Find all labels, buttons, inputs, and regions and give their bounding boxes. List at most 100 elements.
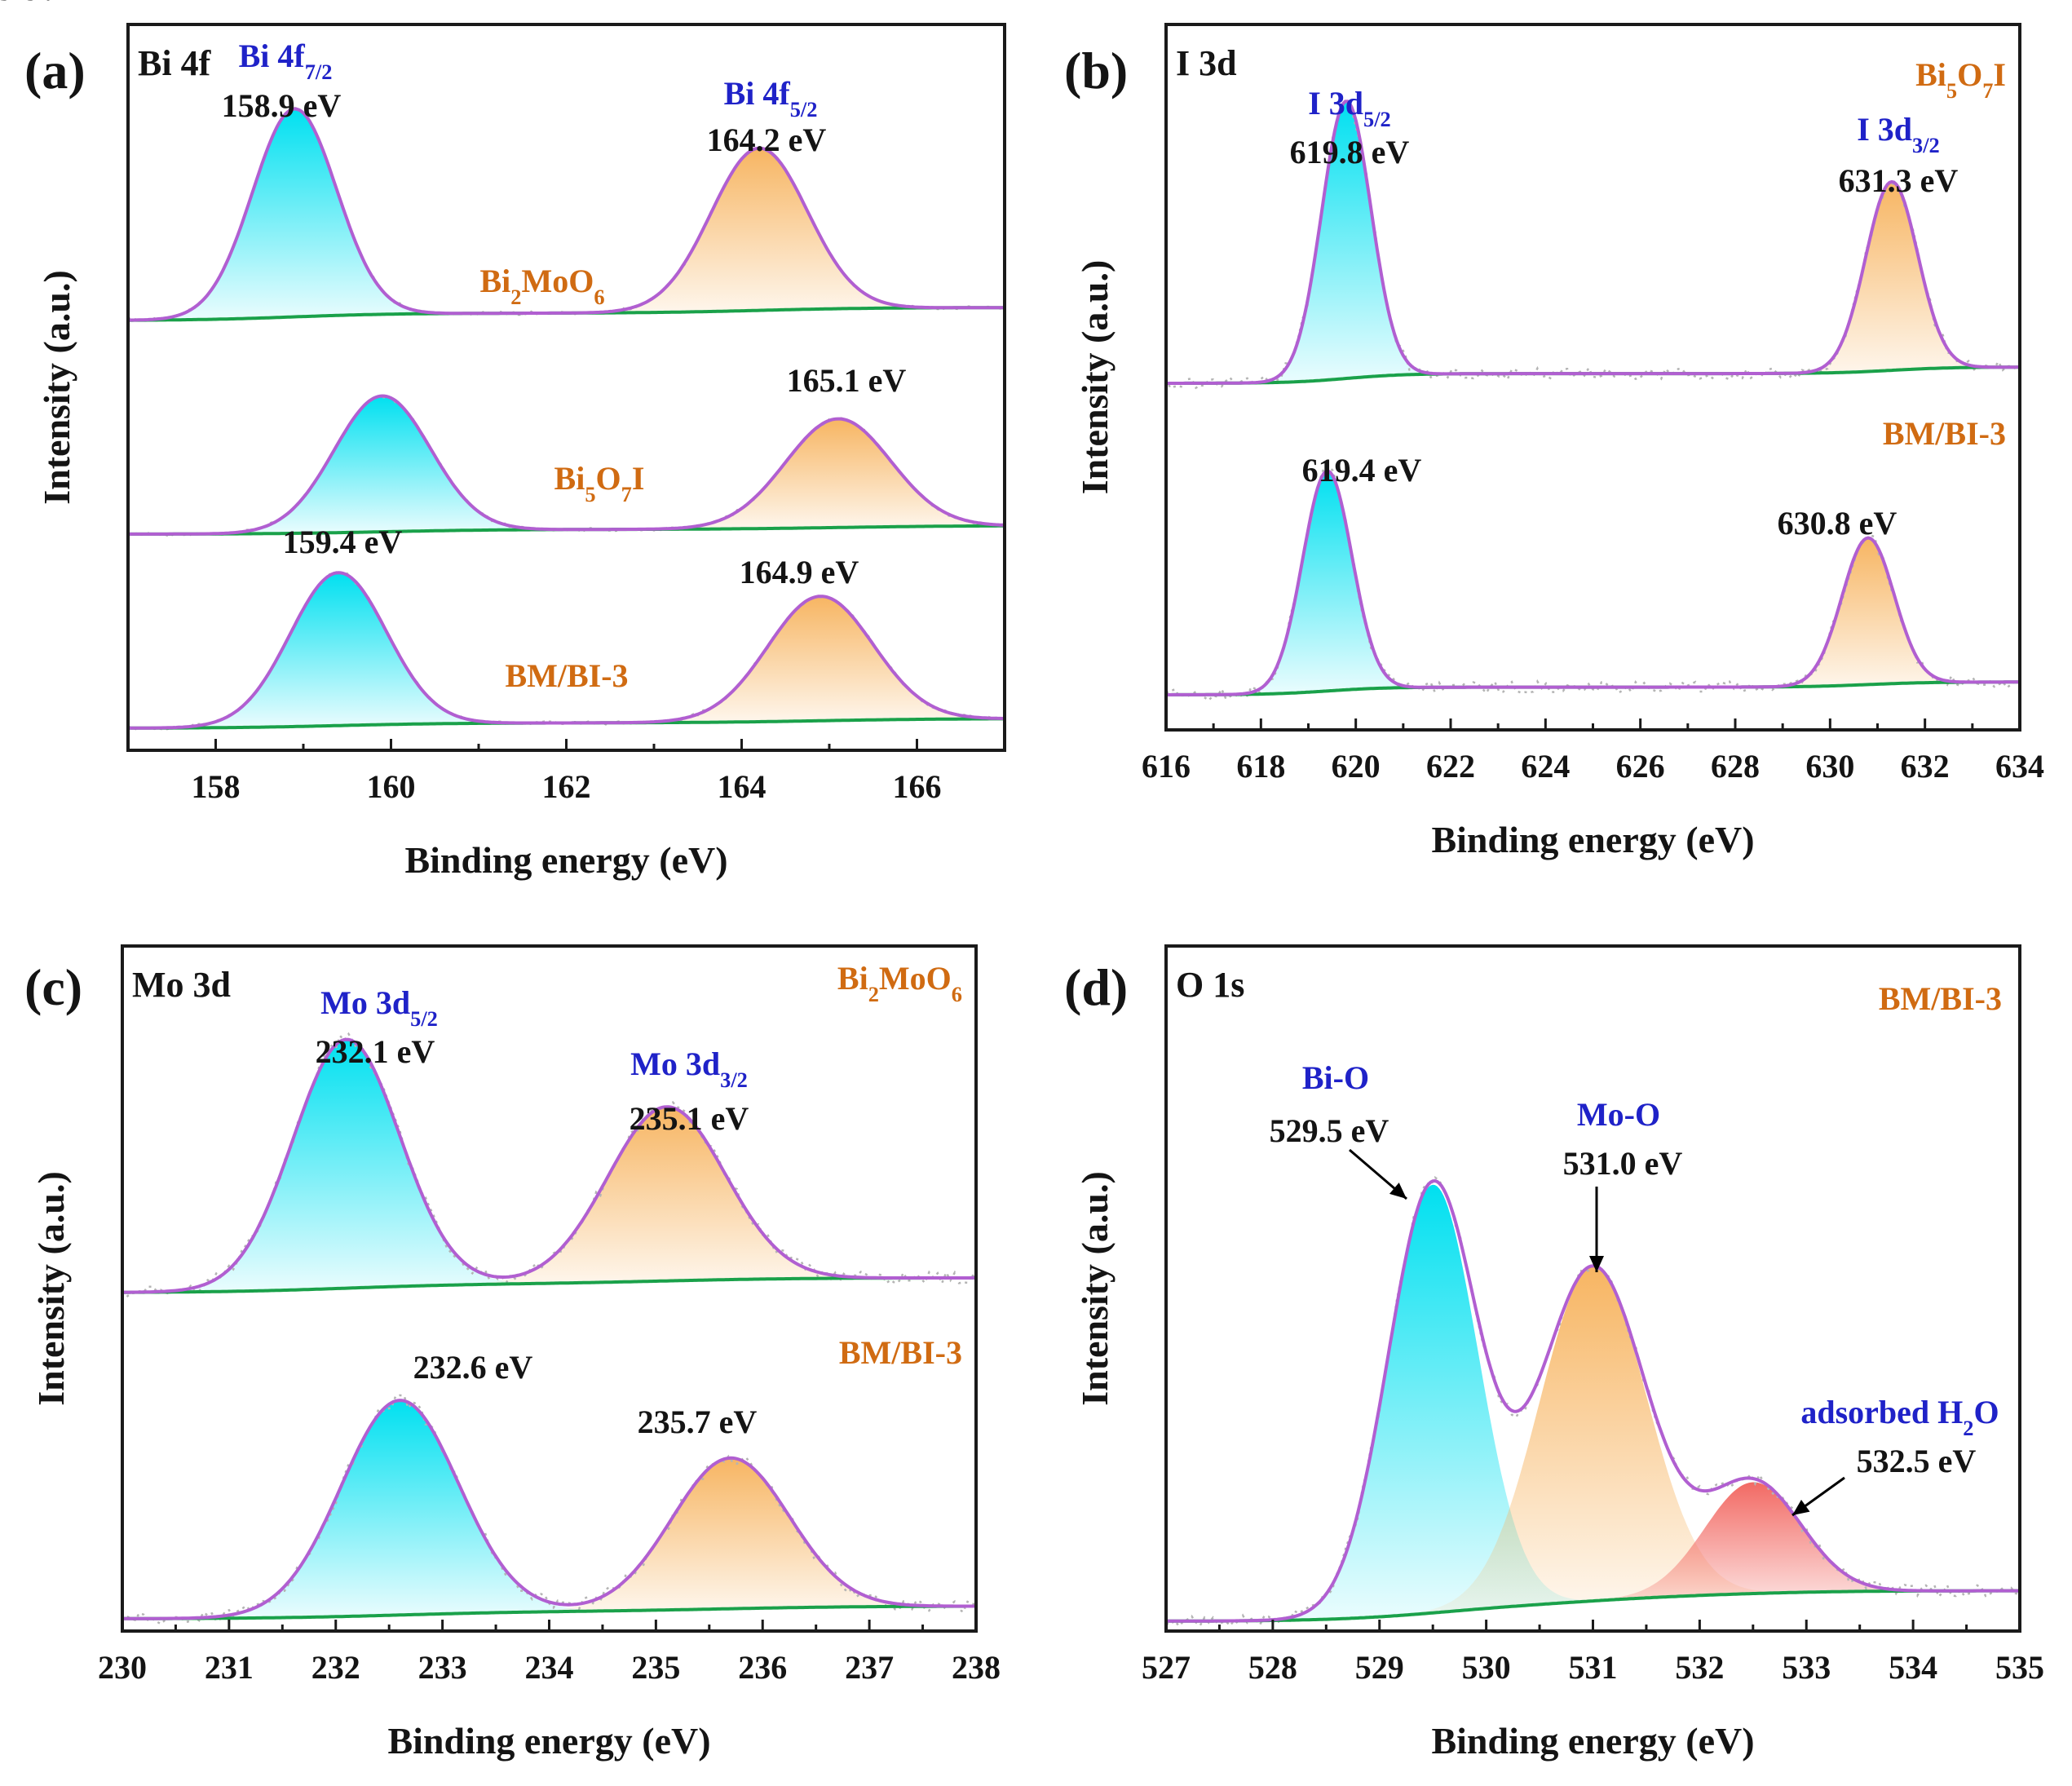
peak-energy-part: 532.5 eV (1857, 1443, 1977, 1479)
peak-energy-part: 631.3 eV (1839, 162, 1959, 199)
x-tick-label: 634 (1995, 748, 2044, 785)
peak-energy-part: 529.5 eV (1270, 1112, 1389, 1149)
peak-energy: 619.8 eV (1290, 134, 1410, 170)
background-line (1165, 1589, 2020, 1623)
background-line (122, 1275, 976, 1294)
x-tick-label-part: 232 (311, 1649, 360, 1686)
peak-energy-part: 159.9 eV (0, 0, 60, 7)
peak-name-part: I 3d (1308, 85, 1363, 122)
peak-name-part: Bi 4f (724, 75, 791, 112)
peak-fill-orange (128, 418, 1005, 534)
peak-energy: 232.1 eV (316, 1033, 435, 1070)
x-axis-label: Binding energy (eV) (1431, 1720, 1754, 1762)
x-tick-label: 235 (631, 1649, 680, 1686)
x-tick-label: 530 (1462, 1649, 1511, 1686)
panel-label-part: (a) (24, 42, 86, 99)
sample-label-part: BM/BI-3 (839, 1334, 962, 1371)
peak-name: Mo 3d5/2 (320, 984, 438, 1031)
peak-fill-blue (122, 1400, 976, 1619)
x-tick-label-part: 618 (1236, 748, 1285, 785)
panel-label-part: (c) (24, 958, 82, 1016)
x-axis-label: Binding energy (eV) (387, 1720, 710, 1762)
stack-c-1: BM/BI-3 232.6 eV 235.7 eV (121, 1334, 977, 1625)
x-tick-label-part: 528 (1248, 1649, 1297, 1686)
envelope-line (1166, 469, 2020, 696)
element-label: Mo 3d (132, 965, 231, 1005)
x-axis-label: Binding energy (eV) (1431, 819, 1754, 860)
peak-fill-orange (128, 148, 1005, 321)
x-tick-label-part: 630 (1805, 748, 1854, 785)
x-tick-label-part: 626 (1616, 748, 1665, 785)
x-tick-label: 532 (1675, 1649, 1724, 1686)
peak-name-part: 5/2 (790, 97, 818, 122)
stack-b-1: BM/BI-3 619.4 eV 630.8 eV (1165, 415, 2021, 702)
sample-label-part: Bi (1915, 56, 1946, 93)
element-label: Bi 4f (138, 43, 212, 83)
element-label-part: Mo 3d (132, 965, 231, 1005)
x-axis-label: Binding energy (eV) (404, 839, 727, 881)
stack-d-0: BM/BI-3 Bi-O 529.5 eV Mo-O 531.0 eV adsorbed … (1165, 980, 2021, 1628)
peak-energy: 159.4 eV (283, 524, 403, 560)
x-tick-label: 164 (718, 768, 767, 805)
sample-label-part: BM/BI-3 (1879, 980, 2002, 1017)
panel-label: (d) (1064, 958, 1128, 1016)
peak-name-part: 2 (1963, 1416, 1973, 1440)
peak-energy: 165.1 eV (787, 362, 907, 399)
x-tick-label: 628 (1711, 748, 1760, 785)
sample-label-part: BM/BI-3 (505, 657, 628, 694)
x-tick-label: 620 (1332, 748, 1381, 785)
panel-label-part: (b) (1064, 42, 1128, 99)
y-axis-label-part: Intensity (a.u.) (36, 270, 77, 505)
peak-name-part: adsorbed H (1800, 1394, 1963, 1430)
peak-energy-part: 232.1 eV (316, 1033, 435, 1070)
x-tick-label: 626 (1616, 748, 1665, 785)
panel-label: (a) (24, 42, 86, 99)
stack-a-1: Bi5O7I159.9 eV165.1 eV (0, 0, 1005, 537)
x-tick-label-part: 166 (893, 768, 942, 805)
x-tick-label-part: 529 (1355, 1649, 1404, 1686)
x-tick-label: 528 (1248, 1649, 1297, 1686)
peak-name-part: O (1974, 1394, 1999, 1430)
peak-energy-part: 235.1 eV (630, 1100, 749, 1137)
x-tick-label: 624 (1521, 748, 1570, 785)
sample-label-part: MoO (879, 960, 952, 997)
stack-a-2: BM/BI-3 159.4 eV 164.9 eV (127, 524, 1005, 731)
peak-energy: 631.3 eV (1839, 162, 1959, 199)
peak-energy-part: 158.9 eV (222, 87, 342, 124)
raw-data (1165, 465, 2021, 702)
x-axis-label-part: Binding energy (eV) (1431, 819, 1754, 860)
panel-label: (b) (1064, 42, 1128, 99)
sample-label: BM/BI-3 (1883, 415, 2006, 452)
peak-energy-part: 165.1 eV (787, 362, 907, 399)
x-tick-label: 166 (893, 768, 942, 805)
sample-label: Bi2MoO6 (479, 263, 604, 309)
y-axis-label: Intensity (a.u.) (36, 270, 77, 505)
sample-label-part: Bi (837, 960, 868, 997)
x-tick-label-part: 532 (1675, 1649, 1724, 1686)
x-tick-label-part: 622 (1426, 748, 1475, 785)
x-tick-label: 533 (1782, 1649, 1831, 1686)
x-tick-label: 160 (367, 768, 416, 805)
sample-label-part: 5 (1946, 78, 1957, 103)
envelope-line (128, 571, 1005, 730)
envelope-line (122, 1399, 976, 1620)
peak-energy: 232.6 eV (413, 1349, 533, 1386)
x-tick-label: 238 (952, 1649, 1001, 1686)
peak-name-part: 3/2 (1912, 133, 1940, 157)
peak-name-part: Mo 3d (320, 984, 410, 1021)
peak-energy: 158.9 eV (222, 87, 342, 124)
panel-label: (c) (24, 958, 82, 1016)
element-label-part: O 1s (1176, 965, 1244, 1005)
sample-label-part: I (632, 460, 645, 497)
x-tick-label-part: 620 (1332, 748, 1381, 785)
peak-name-part: Mo 3d (630, 1046, 720, 1082)
x-tick-label: 531 (1569, 1649, 1618, 1686)
x-tick-label-part: 530 (1462, 1649, 1511, 1686)
peak-fill-blue (1166, 1184, 2020, 1621)
x-tick-label-part: 535 (1995, 1649, 2044, 1686)
x-tick-label-part: 634 (1995, 748, 2044, 785)
peak-fill-orange (1166, 1267, 2020, 1621)
x-tick-label-part: 234 (525, 1649, 574, 1686)
x-axis-label-part: Binding energy (eV) (404, 839, 727, 881)
